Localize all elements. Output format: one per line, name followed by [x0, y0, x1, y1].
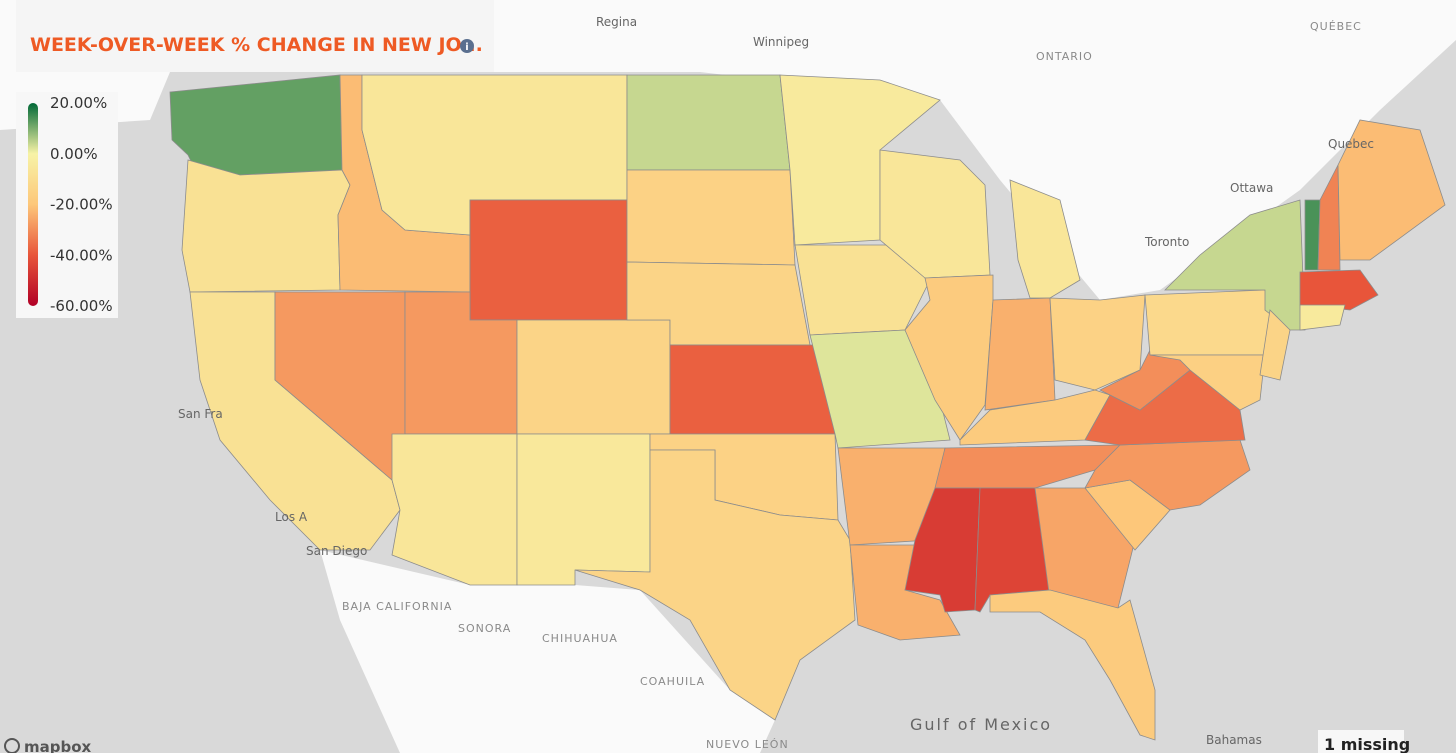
place-label: Quebec [1328, 137, 1374, 151]
info-icon[interactable] [460, 39, 474, 53]
region [959, 389, 1111, 446]
place-label: Los A [275, 510, 308, 524]
region [1144, 289, 1281, 356]
place-label: SONORA [458, 622, 511, 635]
place-label: Regina [596, 15, 637, 29]
attribution: mapbox [24, 738, 92, 753]
region [984, 297, 1056, 411]
title-box [16, 0, 494, 72]
region [1304, 199, 1321, 271]
place-label: NUEVO LEÓN [706, 738, 789, 751]
region [626, 74, 791, 171]
place-label: Bahamas [1206, 733, 1262, 747]
info-glyph: i [465, 42, 468, 53]
missing-box [1318, 730, 1404, 753]
region [1259, 309, 1291, 381]
place-label: San Fra [178, 407, 223, 421]
region [626, 169, 796, 266]
region [516, 319, 671, 435]
place-label: BAJA CALIFORNIA [342, 600, 452, 613]
place-label: ONTARIO [1036, 50, 1093, 63]
region [934, 444, 1121, 489]
region [1299, 304, 1346, 331]
place-label: Ottawa [1230, 181, 1273, 195]
missing-label: 1 missing [1324, 735, 1410, 753]
region [391, 433, 518, 586]
region [1337, 119, 1446, 261]
legend-bar [28, 103, 38, 306]
region [1164, 199, 1306, 331]
mexico [320, 550, 775, 753]
legend-label: -20.00% [50, 196, 113, 214]
legend-label: 0.00% [50, 145, 98, 163]
mapbox-logo [4, 738, 20, 753]
region [469, 199, 628, 321]
place-label: QUÉBEC [1310, 20, 1362, 33]
regions [169, 74, 1446, 741]
place-label: Gulf of Mexico [910, 715, 1052, 734]
place-label: COAHUILA [640, 675, 705, 688]
legend: 20.00% 0.00% -20.00% -40.00% -60.00% [50, 94, 113, 315]
place-label: Toronto [1144, 235, 1189, 249]
legend-label: 20.00% [50, 94, 107, 112]
region [1299, 269, 1379, 311]
map-title: WEEK-OVER-WEEK % CHANGE IN NEW JO... [30, 34, 483, 56]
place-label: CHIHUAHUA [542, 632, 618, 645]
region [516, 433, 651, 586]
region [1317, 164, 1341, 271]
region [669, 344, 836, 435]
place-label: Winnipeg [753, 35, 809, 49]
places: CalgaryReginaWinnipegVancouverONTARIOQUÉ… [172, 0, 1374, 751]
legend-label: -60.00% [50, 297, 113, 315]
region [989, 589, 1156, 741]
place-label: San Diego [306, 544, 367, 558]
legend-label: -40.00% [50, 246, 113, 264]
canada [0, 0, 1456, 300]
region [181, 159, 351, 293]
